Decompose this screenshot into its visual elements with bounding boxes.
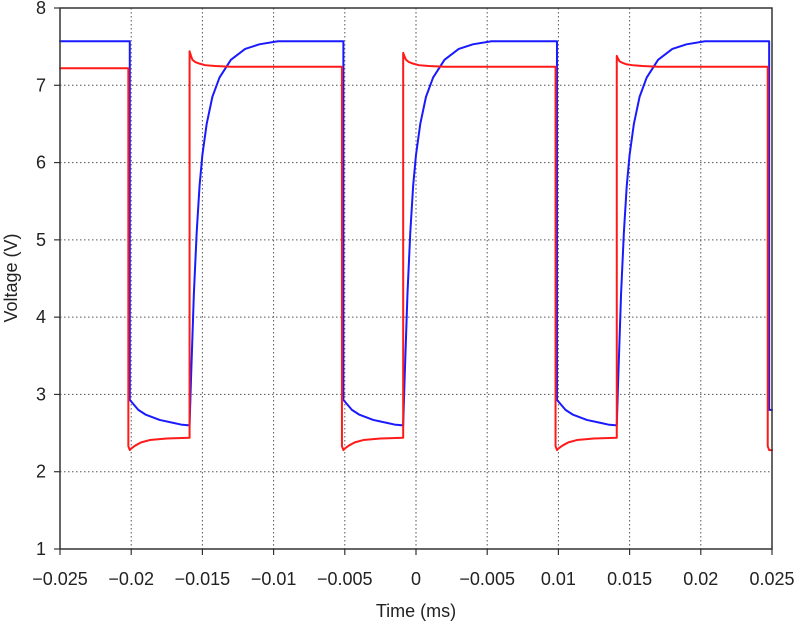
x-tick-label: −0.015: [175, 569, 231, 589]
x-tick-label: 0.02: [683, 569, 718, 589]
x-tick-label: 0.015: [607, 569, 652, 589]
y-tick-label: 4: [36, 307, 46, 327]
series-layer: [59, 40, 773, 452]
x-axis-title: Time (ms): [376, 601, 456, 621]
x-tick-label: −0.025: [32, 569, 88, 589]
x-tick-label: 0: [411, 569, 421, 589]
x-axis-ticks: −0.025 −0.02 −0.015 −0.01 −0.005 0 −0.005 0.01 0…: [32, 549, 795, 589]
series-2-line: [59, 50, 773, 452]
y-tick-label: 5: [36, 230, 46, 250]
x-tick-label: 0.01: [541, 569, 576, 589]
y-tick-label: 6: [36, 153, 46, 173]
y-tick-label: 7: [36, 75, 46, 95]
y-axis-title: Voltage (V): [1, 233, 21, 322]
y-tick-label: 8: [36, 0, 46, 18]
y-tick-label: 1: [36, 539, 46, 559]
grid-lines: [60, 8, 772, 549]
x-tick-label: −0.01: [251, 569, 297, 589]
y-tick-label: 2: [36, 462, 46, 482]
x-tick-label: −0.02: [108, 569, 154, 589]
x-tick-label: −0.005: [459, 569, 515, 589]
series-1-line: [59, 40, 773, 427]
x-tick-label: −0.005: [317, 569, 373, 589]
y-tick-label: 3: [36, 384, 46, 404]
y-axis-ticks: 1 2 3 4 5 6 7 8: [36, 0, 60, 559]
x-tick-label: 0.025: [749, 569, 794, 589]
